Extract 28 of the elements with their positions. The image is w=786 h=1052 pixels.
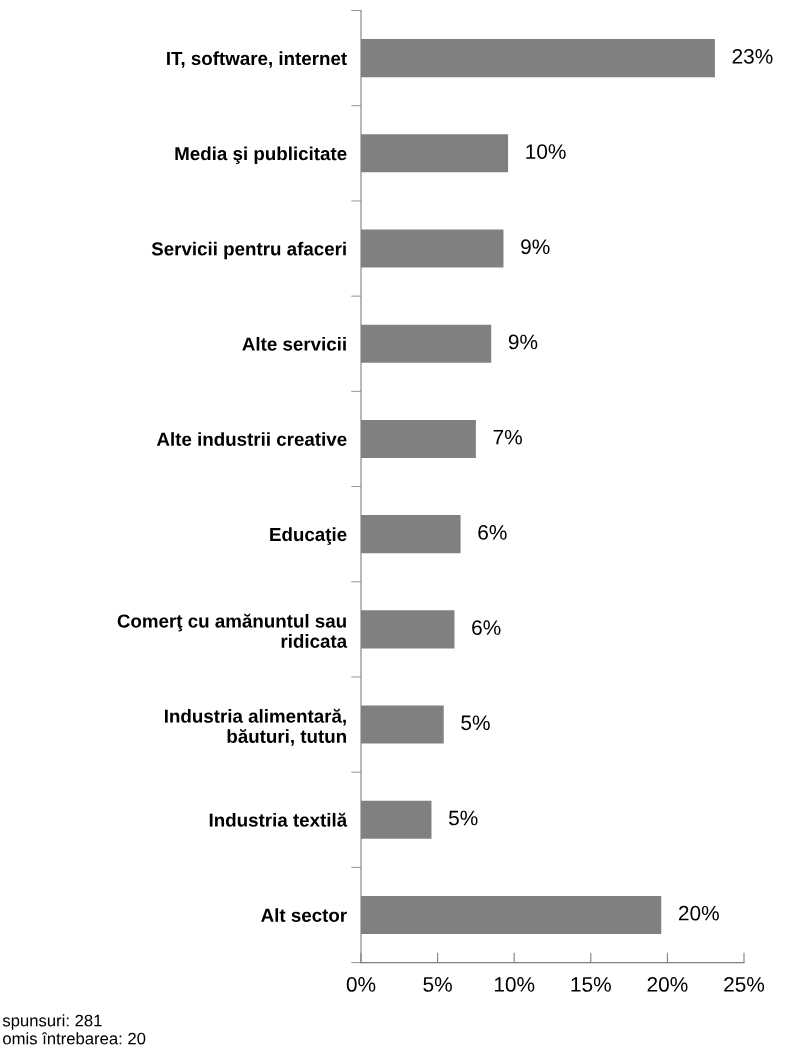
y-tick-label: Alte servicii bbox=[242, 336, 346, 351]
x-tick-label: 25% bbox=[724, 977, 765, 992]
x-tick-label: 10% bbox=[494, 977, 535, 992]
data-label: 9% bbox=[508, 334, 538, 350]
x-tick-label: 20% bbox=[647, 977, 688, 992]
y-tick-label: Comerţ cu amănuntul sau ridicata bbox=[117, 613, 348, 648]
y-tick-label: Alte industrii creative bbox=[156, 432, 347, 446]
data-label: 10% bbox=[526, 144, 566, 159]
y-tick-label: Industria textilă bbox=[209, 812, 348, 827]
y-tick-label: IT, software, internet bbox=[167, 51, 347, 68]
data-label: 6% bbox=[478, 524, 507, 540]
data-label: 20% bbox=[678, 905, 719, 921]
x-tick-label: 15% bbox=[571, 977, 611, 992]
y-tick-label: Servicii pentru afaceri bbox=[151, 241, 346, 260]
y-tick-label: Media şi publicitate bbox=[175, 146, 347, 165]
data-label: 7% bbox=[493, 429, 522, 445]
x-tick-label: 5% bbox=[423, 977, 452, 992]
y-tick-label: Alt sector bbox=[261, 908, 347, 922]
data-label: 5% bbox=[461, 715, 490, 731]
data-label: 9% bbox=[521, 239, 550, 255]
data-label: 5% bbox=[448, 810, 478, 826]
y-tick-label: Educaţie bbox=[270, 527, 347, 545]
data-label: 23% bbox=[732, 48, 773, 64]
data-label: 6% bbox=[472, 620, 501, 635]
x-tick-label: 0% bbox=[346, 977, 376, 992]
text: omis întrebarea: 20 bbox=[3, 1032, 146, 1045]
y-tick-label: Industria alimentară, băuturi, tutun bbox=[164, 708, 346, 746]
text: spunsuri: 281 bbox=[2, 1014, 102, 1030]
